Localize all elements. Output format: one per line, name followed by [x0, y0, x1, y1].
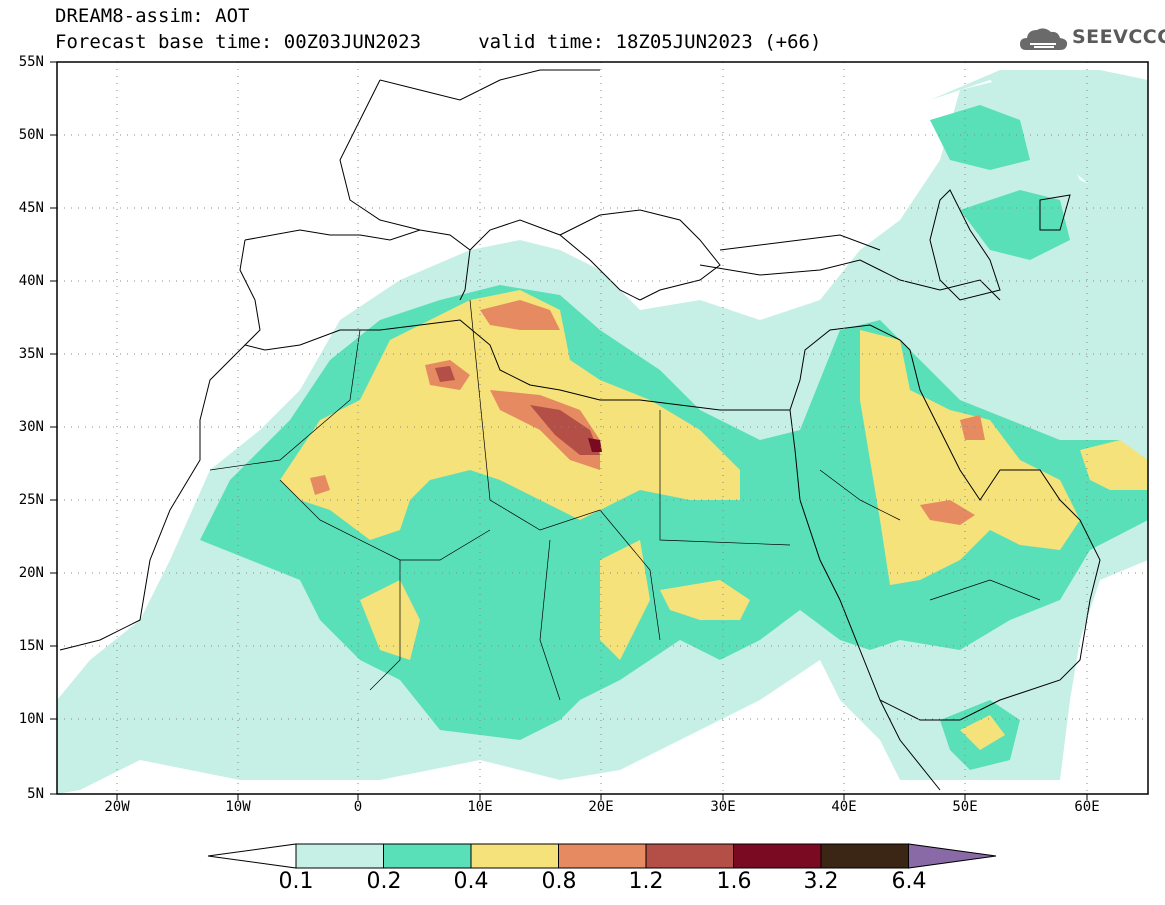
lat-label: 50N: [18, 127, 44, 143]
lat-label: 35N: [18, 346, 44, 362]
lon-label: 20W: [104, 799, 130, 815]
lat-label: 15N: [18, 638, 44, 654]
graticule: [57, 62, 1148, 794]
lat-label: 10N: [18, 711, 44, 727]
axis-ticks: [50, 61, 1088, 800]
lon-label: 0: [353, 799, 363, 815]
lat-label: 25N: [18, 492, 44, 508]
colorbar-label: 0.2: [366, 869, 402, 894]
colorbar-label: 6.4: [891, 869, 927, 894]
logo-text: SEEVCCC: [1072, 26, 1165, 48]
lat-label: 55N: [18, 54, 44, 70]
colorbar-label: 0.8: [541, 869, 577, 894]
colorbar-label: 1.2: [628, 869, 664, 894]
lat-label: 20N: [18, 565, 44, 581]
colorbar-label: 0.1: [278, 869, 314, 894]
title-forecast-times: Forecast base time: 00Z03JUN2023 valid t…: [55, 31, 822, 53]
colorbar-label: 1.6: [716, 869, 752, 894]
lon-label: 30E: [710, 799, 736, 815]
country-borders: [209, 299, 1041, 701]
map-frame: [56, 61, 1149, 795]
aot-field: [57, 70, 1148, 794]
lat-label: 40N: [18, 273, 44, 289]
lon-label: 50E: [952, 799, 978, 815]
lat-label: 30N: [18, 419, 44, 435]
colorbar-label: 0.4: [453, 869, 489, 894]
lon-label: 10E: [467, 799, 493, 815]
colorbar-label: 3.2: [803, 869, 839, 894]
lon-label: 60E: [1074, 799, 1100, 815]
lon-label: 40E: [831, 799, 857, 815]
title-model-variable: DREAM8-assim: AOT: [55, 5, 250, 27]
coastlines: [59, 69, 1101, 791]
lat-label: 5N: [27, 786, 44, 802]
lat-label: 45N: [18, 200, 44, 216]
lon-label: 20E: [588, 799, 614, 815]
cloud-logo-icon: [1020, 28, 1068, 50]
lon-label: 10W: [225, 799, 251, 815]
